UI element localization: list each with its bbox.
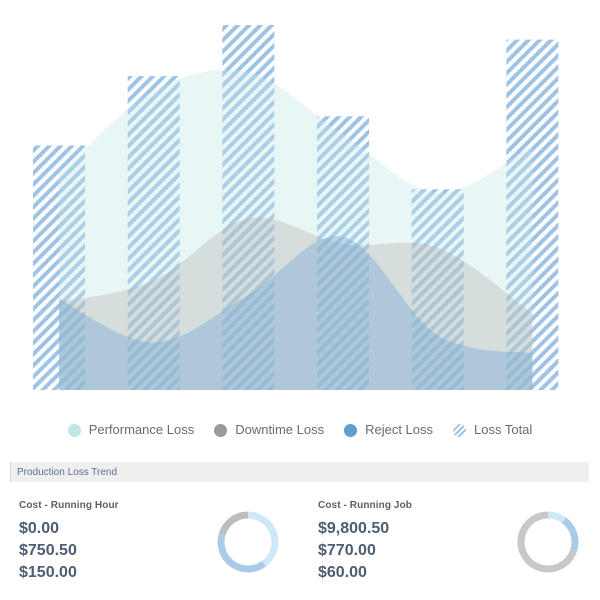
loss-total-bar-3[interactable] [222,25,275,390]
kpi-running-hour-value-2: $750.50 [19,542,77,559]
donut-segment-2 [217,532,266,573]
kpi-running-hour-value-3: $150.00 [19,564,77,581]
legend-label-loss-total: Loss Total [474,422,533,437]
kpi-running-job-donut [517,511,579,573]
performance-loss-area[interactable] [59,69,533,391]
production-loss-chart [33,25,559,391]
legend-marker-downtime-loss [214,423,228,437]
legend-item-downtime-loss[interactable]: Downtime Loss [214,423,324,437]
legend-label-performance-loss: Performance Loss [88,422,195,437]
donut-segment-1 [547,511,566,524]
donut-segment-1 [247,511,279,567]
legend-marker-performance-loss [67,423,81,437]
legend-item-loss-total[interactable]: Loss Total [453,423,532,437]
kpi-running-hour: Cost - Running Hour $0.00 $750.50 $150.0… [19,500,189,582]
kpi-running-hour-title: Cost - Running Hour [19,500,119,511]
legend-item-reject-loss[interactable]: Reject Loss [344,423,433,437]
downtime-loss-area[interactable] [59,217,533,390]
chart-legend: Performance Loss Downtime Loss Reject Lo… [0,418,600,442]
kpi-running-job-title: Cost - Running Job [318,500,413,511]
loss-total-bar-6[interactable] [506,39,559,390]
loss-total-bar-4[interactable] [317,116,370,390]
legend-label-downtime-loss: Downtime Loss [235,422,325,437]
legend-item-performance-loss[interactable]: Performance Loss [67,422,195,437]
donut-segment-3 [517,511,578,573]
section-title: Production Loss Trend [17,466,118,478]
loss-total-bar-2[interactable] [127,76,180,390]
kpi-running-hour-donut [217,511,279,573]
legend-marker-loss-total [453,423,466,437]
kpi-running-job-values: $9,800.50 $770.00 $60.00 [318,519,488,582]
loss-total-bar-1[interactable] [33,145,86,390]
kpi-running-job-value-1: $9,800.50 [318,520,390,537]
kpi-running-hour-values: $0.00 $750.50 $150.00 [19,519,189,582]
donut-segment-3 [218,511,249,535]
legend-marker-reject-loss [344,423,358,437]
donut-segment-2 [561,517,579,552]
kpi-running-job-value-3: $60.00 [318,564,367,581]
section-header: Production Loss Trend [10,462,589,482]
kpi-running-job: Cost - Running Job $9,800.50 $770.00 $60… [318,500,488,582]
reject-loss-area[interactable] [59,236,533,390]
legend-label-reject-loss: Reject Loss [365,422,433,437]
kpi-running-job-value-2: $770.00 [318,542,376,559]
kpi-running-hour-value-1: $0.00 [19,520,60,537]
loss-total-bar-5[interactable] [411,189,464,390]
